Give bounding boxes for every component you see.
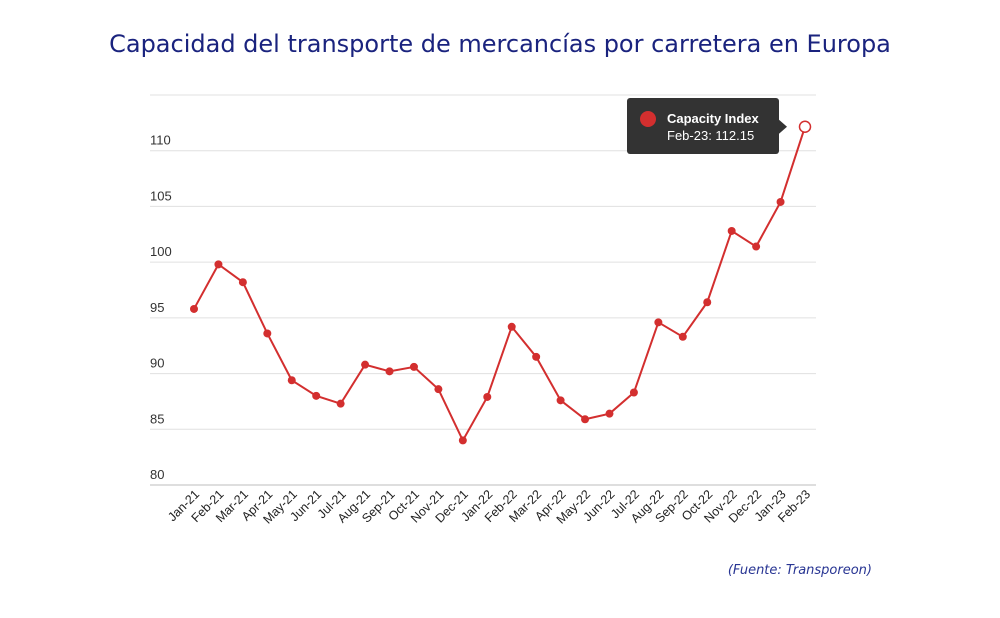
data-point[interactable]	[434, 385, 443, 394]
data-point[interactable]	[336, 399, 345, 408]
data-point[interactable]	[312, 391, 321, 400]
source-note: (Fuente: Transporeon)	[727, 563, 872, 578]
data-point[interactable]	[409, 362, 418, 371]
data-point[interactable]	[727, 226, 736, 235]
y-tick-label: 110	[150, 133, 171, 148]
tooltip-box	[627, 98, 779, 154]
data-point[interactable]	[458, 436, 467, 445]
data-point[interactable]	[752, 242, 761, 251]
data-point[interactable]	[532, 352, 541, 361]
data-point[interactable]	[629, 388, 638, 397]
x-axis-ticks: Jan-21Feb-21Mar-21Apr-21May-21Jun-21Jul-…	[165, 487, 813, 526]
data-point[interactable]	[776, 197, 785, 206]
data-point[interactable]	[214, 260, 223, 269]
tooltip-pointer	[779, 119, 787, 134]
y-tick-label: 100	[150, 244, 172, 259]
y-tick-label: 105	[150, 188, 172, 203]
y-tick-label: 85	[150, 411, 164, 426]
data-point[interactable]	[703, 298, 712, 307]
data-point[interactable]	[263, 329, 272, 338]
data-point[interactable]	[361, 360, 370, 369]
data-point[interactable]	[483, 392, 492, 401]
data-point[interactable]	[654, 318, 663, 327]
y-axis-ticks: 80 85 90 95 100 105 110	[150, 133, 172, 482]
tooltip: Capacity Index Feb-23: 112.15	[627, 98, 787, 154]
series-line	[193, 126, 806, 443]
y-tick-label: 90	[150, 356, 164, 371]
tooltip-value: Feb-23: 112.15	[667, 128, 754, 143]
data-point-highlighted[interactable]	[798, 120, 812, 134]
data-point[interactable]	[507, 322, 516, 331]
data-point[interactable]	[605, 409, 614, 418]
chart-title: Capacidad del transporte de mercancías p…	[109, 30, 891, 58]
tooltip-series-name: Capacity Index	[667, 111, 760, 126]
y-tick-label: 80	[150, 467, 164, 482]
series-capacity-index	[190, 120, 812, 445]
data-point[interactable]	[581, 415, 590, 424]
data-point[interactable]	[287, 376, 296, 385]
y-tick-label: 95	[150, 300, 164, 315]
data-point[interactable]	[678, 332, 687, 341]
data-point[interactable]	[385, 367, 394, 376]
data-point[interactable]	[238, 278, 247, 287]
data-point[interactable]	[190, 304, 198, 313]
data-point[interactable]	[556, 396, 565, 405]
tooltip-series-marker	[640, 111, 656, 127]
